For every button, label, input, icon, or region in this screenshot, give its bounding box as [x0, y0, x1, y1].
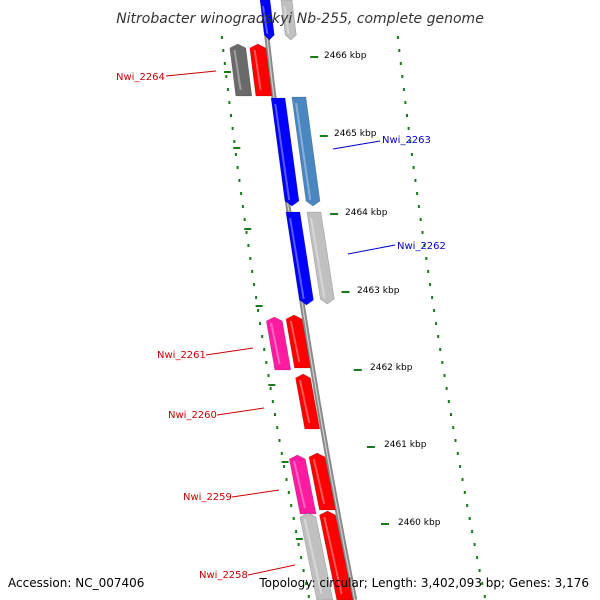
label-leader-line: [205, 347, 254, 356]
gene-feature-forward-dark-gray[interactable]: [229, 43, 253, 97]
gene-feature-shine: [303, 518, 323, 595]
ruler-label-2466: 2466 kbp: [324, 51, 367, 61]
label-leader-line: [332, 140, 381, 150]
gene-feature-shine: [274, 103, 291, 201]
gene-feature-shine: [253, 49, 262, 91]
ruler-label-2460: 2460 kbp: [398, 518, 441, 528]
ruler-minor-tick: [281, 461, 289, 463]
gene-feature-shine: [310, 217, 326, 299]
label-leader-line: [216, 407, 265, 416]
ruler-minor-tick: [268, 384, 276, 386]
label-leader-line: [347, 244, 396, 255]
gene-feature-shine: [295, 102, 312, 201]
gene-label-nwi-2260[interactable]: Nwi_2260: [168, 410, 217, 421]
gene-feature-shine: [312, 458, 326, 505]
ruler-label-2463: 2463 kbp: [357, 286, 400, 296]
ruler-minor-tick: [295, 538, 303, 540]
gene-feature-reverse-blue[interactable]: [270, 97, 300, 207]
ruler-minor-tick: [233, 147, 241, 149]
gene-feature-shine: [289, 320, 301, 363]
gene-feature-shine: [323, 516, 343, 595]
ruler-major-tick: [366, 446, 375, 448]
ruler-major-tick: [330, 213, 339, 215]
ruler-major-tick: [341, 291, 350, 293]
ruler-label-2462: 2462 kbp: [370, 363, 413, 373]
genome-stats-label: Topology: circular; Length: 3,402,093 bp…: [258, 576, 589, 590]
gene-label-nwi-2264[interactable]: Nwi_2264: [116, 72, 165, 83]
gene-label-nwi-2261[interactable]: Nwi_2261: [157, 350, 206, 361]
gene-features: [229, 0, 354, 600]
gene-label-nwi-2262[interactable]: Nwi_2262: [397, 241, 446, 252]
dotted-guides: [220, 36, 486, 598]
accession-label: Accession: NC_007406: [8, 576, 144, 590]
gene-feature-forward-red[interactable]: [249, 43, 273, 97]
gene-label-nwi-2258[interactable]: Nwi_2258: [199, 570, 248, 581]
gene-feature-shine: [270, 322, 281, 365]
inner-dotted-guide: [220, 36, 310, 598]
ruler-label-2464: 2464 kbp: [345, 208, 388, 218]
label-leader-line: [165, 70, 217, 77]
gene-feature-reverse-gray[interactable]: [306, 211, 335, 305]
gene-feature-reverse-steel-blue[interactable]: [291, 96, 321, 207]
label-leader-line: [231, 489, 280, 498]
gene-feature-reverse-blue[interactable]: [285, 211, 314, 306]
gene-feature-forward-magenta[interactable]: [288, 454, 317, 515]
label-leader-lines: [165, 70, 396, 576]
gene-feature-forward-gray[interactable]: [299, 512, 334, 600]
gene-feature-shine: [289, 217, 305, 300]
gene-feature-forward-magenta[interactable]: [265, 316, 292, 371]
map-title: Nitrobacter winogradskyi Nb-255, complet…: [116, 11, 484, 27]
ruler-minor-tick: [255, 305, 263, 307]
ruler-major-tick: [381, 523, 389, 525]
label-leader-line: [247, 564, 296, 576]
gene-feature-forward-red[interactable]: [295, 373, 321, 430]
gene-label-nwi-2259[interactable]: Nwi_2259: [183, 492, 232, 503]
ruler-ticks: [224, 56, 389, 540]
gene-feature-shine: [293, 460, 306, 509]
ruler-label-2461: 2461 kbp: [384, 440, 427, 450]
ruler-minor-tick: [244, 228, 252, 230]
ruler-major-tick: [310, 56, 319, 58]
ruler-label-2465: 2465 kbp: [334, 129, 377, 139]
ruler-minor-tick: [224, 71, 231, 73]
gene-label-nwi-2263[interactable]: Nwi_2263: [382, 135, 431, 146]
gene-feature-shine: [283, 5, 290, 35]
gene-feature-forward-red[interactable]: [285, 314, 311, 369]
outer-dotted-guide: [396, 36, 486, 598]
gene-feature-shine: [262, 5, 269, 35]
gene-feature-forward-red[interactable]: [308, 452, 336, 511]
gene-feature-shine: [299, 379, 311, 424]
gene-feature-shine: [233, 49, 242, 91]
gene-feature-reverse-gray[interactable]: [280, 0, 297, 41]
ruler-major-tick: [319, 135, 328, 137]
gene-feature-forward-red[interactable]: [319, 510, 354, 600]
ruler-major-tick: [353, 369, 362, 371]
gene-feature-reverse-blue[interactable]: [259, 0, 275, 41]
